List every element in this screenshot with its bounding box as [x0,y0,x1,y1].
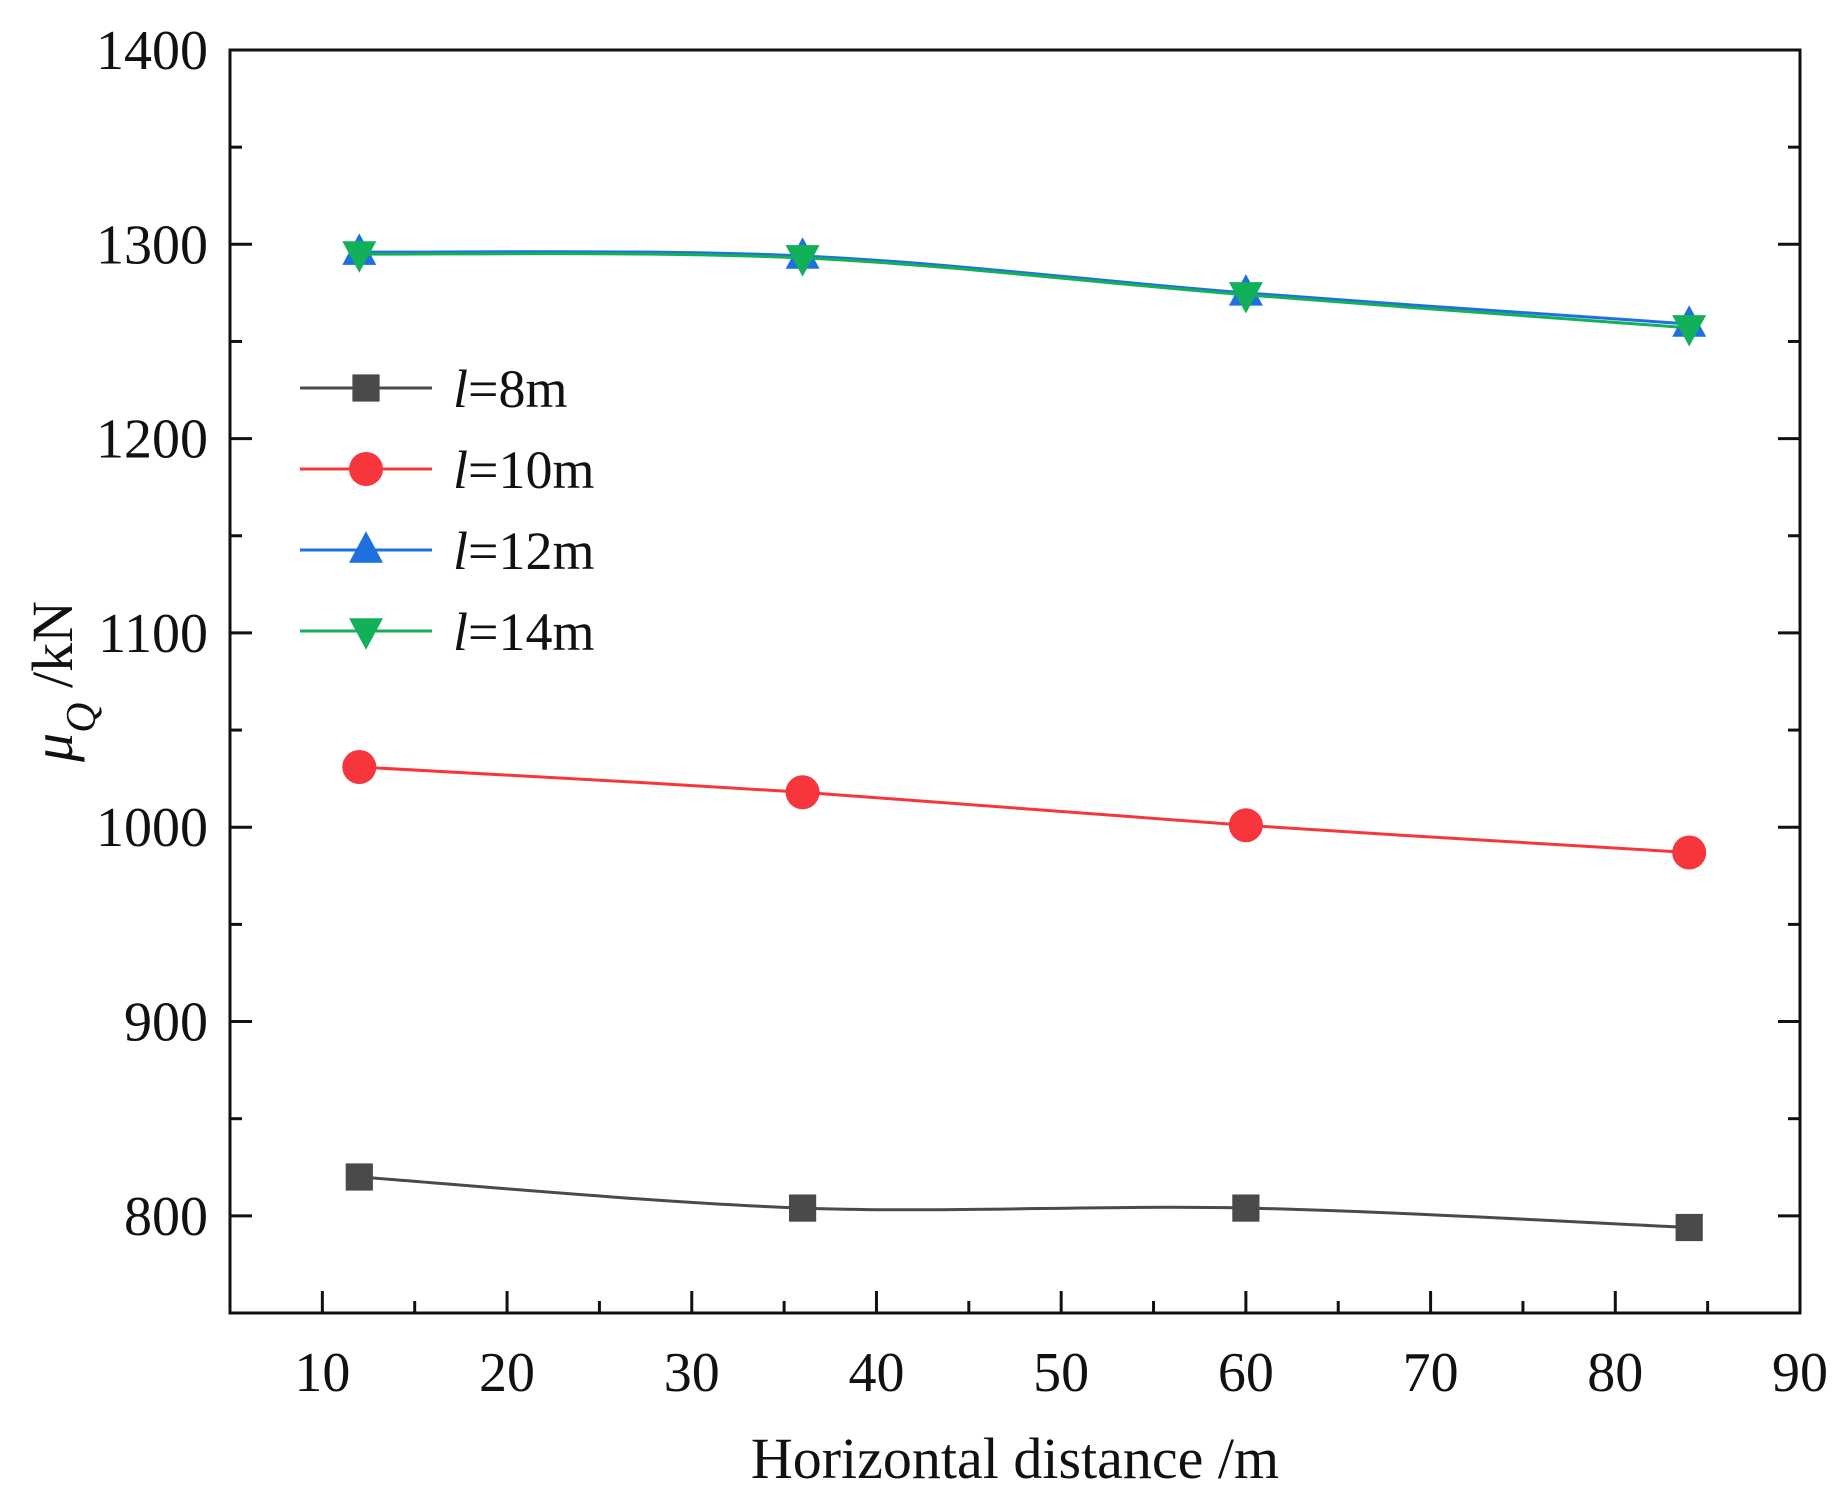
data-point [785,245,820,277]
data-point [785,775,820,810]
data-point [1672,835,1707,870]
legend-label-var: l [453,440,468,500]
data-point [1228,282,1263,314]
plot-frame [228,48,1802,1315]
y-axis-unit: /kN [20,601,85,703]
legend-label-rest: =8m [468,359,567,419]
y-tick-label: 800 [124,1186,208,1248]
series-layer [342,233,1707,1242]
data-point [342,241,377,273]
x-tick-label: 50 [1033,1342,1089,1404]
legend-label-var: l [453,359,468,419]
data-point [352,374,380,402]
x-tick-label: 90 [1772,1342,1828,1404]
legend-label-rest: =12m [468,521,594,581]
y-tick-label: 1100 [98,603,208,665]
y-axis-subscript: Q [59,703,105,733]
x-tick-label: 20 [479,1342,535,1404]
legend-label: l=14m [453,602,594,662]
x-tick-label: 60 [1218,1342,1274,1404]
x-axis-title: Horizontal distance /m [751,1426,1279,1491]
y-axis-symbol: μ [20,733,85,763]
legend-label: l=8m [453,359,567,419]
data-point [349,452,383,486]
y-axis-title: μQ /kN [20,601,105,763]
data-point [1675,1213,1703,1242]
series-line [359,1175,1690,1229]
x-tick-label: 40 [848,1342,904,1404]
y-tick-label: 1300 [96,214,208,276]
legend-item: l=8m [300,359,567,419]
data-point [345,1163,373,1191]
data-point [342,749,377,784]
data-point [349,531,383,563]
data-point [1228,808,1263,843]
y-tick-labels: 800 900 1000 1100 1200 1300 1400 [96,20,208,1248]
y-tick-label: 1000 [96,797,208,859]
legend-label-var: l [453,521,468,581]
series-l-10m [342,749,1707,870]
data-point [1232,1194,1260,1222]
x-tick-label: 70 [1403,1342,1459,1404]
x-tick-label: 10 [294,1342,350,1404]
tick-marks [230,48,1802,1313]
legend-label: l=12m [453,521,594,581]
legend-item: l=10m [300,440,594,500]
series-l-14m [342,241,1707,347]
y-tick-label: 900 [124,992,208,1054]
y-tick-label: 1400 [96,20,208,82]
series-l-8m [345,1163,1703,1242]
x-tick-labels: 10 20 30 40 50 60 70 80 90 [294,1342,1828,1404]
series-line [359,765,1690,854]
series-l-12m [342,233,1707,337]
series-line [359,250,1690,326]
x-tick-label: 80 [1587,1342,1643,1404]
x-tick-label: 30 [664,1342,720,1404]
data-point [788,1194,817,1222]
data-point [349,618,383,650]
data-point [1672,315,1707,347]
legend-label: l=10m [453,440,594,500]
series-line [359,252,1690,330]
legend-item: l=12m [300,521,594,581]
legend-item: l=14m [300,602,594,662]
legend-label-rest: =14m [468,602,594,662]
legend-label-rest: =10m [468,440,594,500]
y-tick-label: 1200 [96,409,208,471]
legend-label-var: l [453,602,468,662]
